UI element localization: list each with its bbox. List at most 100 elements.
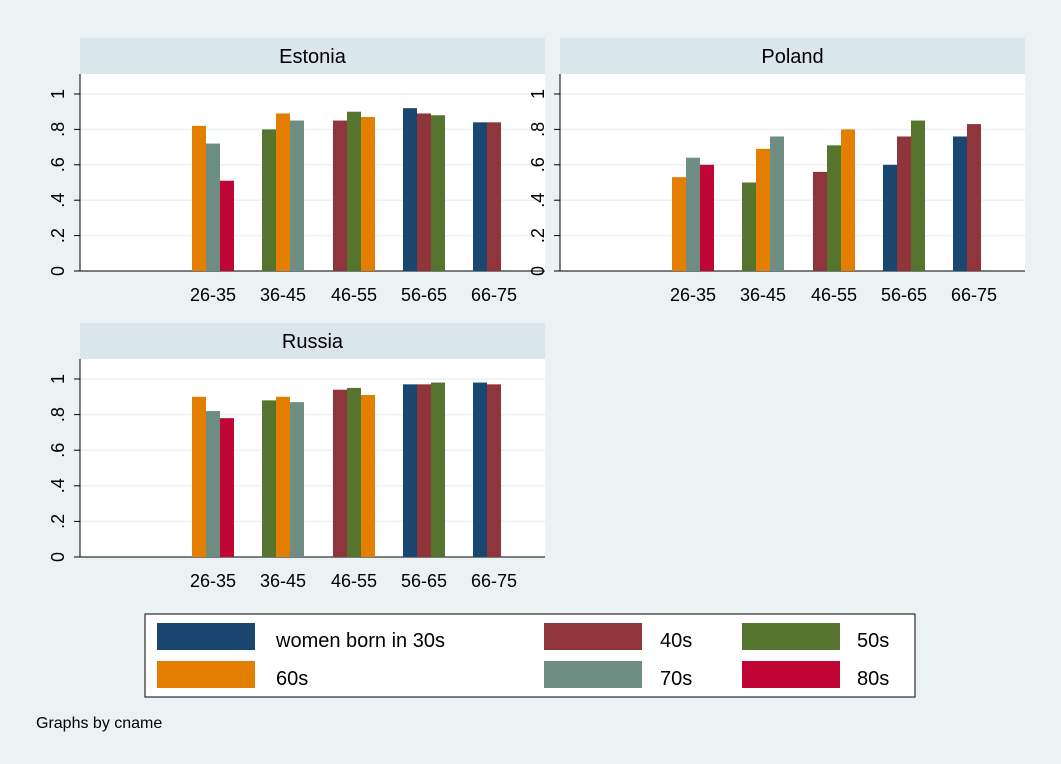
bar-40s-56-65 xyxy=(417,113,431,271)
panel-estonia: Estonia 0 .2 .4 .6 .8 1 26-35 36-45 46-55 56-65 66-… xyxy=(48,38,545,305)
y-tick-label: 1 xyxy=(48,89,68,99)
bar-60s-36-45 xyxy=(276,113,290,271)
bar-60s-36-45 xyxy=(276,396,290,557)
y-tick-label: .6 xyxy=(48,443,68,458)
y-tick-label: .4 xyxy=(48,193,68,208)
y-tick-label: .6 xyxy=(528,157,548,172)
y-tick-label: .8 xyxy=(48,407,68,422)
legend-label-30s: women born in 30s xyxy=(275,630,445,652)
x-tick-label: 66-75 xyxy=(471,571,517,591)
bar-50s-56-65 xyxy=(431,382,445,557)
x-tick-label: 46-55 xyxy=(331,571,377,591)
x-tick-label: 56-65 xyxy=(881,285,927,305)
bar-30s-66-75 xyxy=(953,136,967,271)
bar-70s-26-35 xyxy=(686,157,700,271)
bar-70s-26-35 xyxy=(206,143,220,271)
bar-60s-46-55 xyxy=(361,117,375,271)
bar-50s-36-45 xyxy=(262,129,276,271)
legend-swatch-70s xyxy=(544,661,642,688)
panel-title-strip xyxy=(80,323,545,359)
bar-30s-56-65 xyxy=(403,108,417,271)
bar-30s-56-65 xyxy=(883,164,897,271)
bar-50s-36-45 xyxy=(262,400,276,557)
bar-60s-46-55 xyxy=(361,395,375,557)
y-tick-label: 0 xyxy=(528,266,548,276)
legend-swatch-50s xyxy=(742,623,840,650)
plot-area xyxy=(560,74,1025,271)
bar-80s-26-35 xyxy=(220,418,234,557)
panel-title: Estonia xyxy=(279,46,347,68)
bar-50s-36-45 xyxy=(742,182,756,271)
bar-70s-26-35 xyxy=(206,411,220,557)
legend-swatch-30s xyxy=(157,623,255,650)
legend-label-80s: 80s xyxy=(857,668,889,690)
x-tick-label: 26-35 xyxy=(190,571,236,591)
bar-50s-56-65 xyxy=(431,115,445,272)
panel-poland: Poland 0 .2 .4 .6 .8 1 26-35 36-45 46-55 56-65 66-7… xyxy=(528,38,1025,305)
legend-label-50s: 50s xyxy=(857,630,889,652)
y-tick-label: .4 xyxy=(48,478,68,493)
panel-title-strip xyxy=(560,38,1025,74)
bar-80s-26-35 xyxy=(220,180,234,271)
x-tick-label: 36-45 xyxy=(260,571,306,591)
panel-title: Russia xyxy=(282,331,344,353)
bar-40s-66-75 xyxy=(967,124,981,271)
x-tick-label: 66-75 xyxy=(471,285,517,305)
y-tick-label: .2 xyxy=(48,228,68,243)
legend-label-40s: 40s xyxy=(660,630,692,652)
bar-30s-66-75 xyxy=(473,122,487,271)
y-tick-label: .6 xyxy=(48,157,68,172)
x-tick-label: 36-45 xyxy=(260,285,306,305)
y-tick-label: 1 xyxy=(528,89,548,99)
chart-note: Graphs by cname xyxy=(36,715,162,732)
x-tick-label: 46-55 xyxy=(331,285,377,305)
bar-40s-66-75 xyxy=(487,384,501,557)
x-tick-label: 26-35 xyxy=(670,285,716,305)
bar-60s-26-35 xyxy=(192,125,206,271)
x-tick-label: 56-65 xyxy=(401,285,447,305)
plot-area xyxy=(80,359,545,557)
y-tick-label: .8 xyxy=(48,122,68,137)
bar-40s-66-75 xyxy=(487,122,501,271)
bar-70s-36-45 xyxy=(290,120,304,271)
bar-60s-46-55 xyxy=(841,129,855,271)
legend: women born in 30s 40s 50s 60s 70s 80s xyxy=(144,613,916,698)
legend-label-60s: 60s xyxy=(276,668,308,690)
bar-50s-46-55 xyxy=(347,111,361,271)
y-tick-label: 0 xyxy=(48,266,68,276)
y-tick-label: .2 xyxy=(48,514,68,529)
panel-title-strip xyxy=(80,38,545,74)
bar-70s-36-45 xyxy=(770,136,784,271)
bar-50s-56-65 xyxy=(911,120,925,271)
x-tick-label: 36-45 xyxy=(740,285,786,305)
bar-50s-46-55 xyxy=(347,387,361,557)
panel-russia: Russia 0 .2 .4 .6 .8 1 26-35 36-45 46-55 56-65 66-7… xyxy=(48,323,545,591)
x-tick-label: 26-35 xyxy=(190,285,236,305)
legend-swatch-80s xyxy=(742,661,840,688)
plot-area xyxy=(80,74,545,271)
y-tick-label: 1 xyxy=(48,374,68,384)
bar-40s-56-65 xyxy=(897,136,911,271)
bar-50s-46-55 xyxy=(827,145,841,271)
panel-title: Poland xyxy=(761,46,823,68)
bar-60s-26-35 xyxy=(192,396,206,557)
x-tick-label: 46-55 xyxy=(811,285,857,305)
legend-swatch-60s xyxy=(157,661,255,688)
y-tick-label: .2 xyxy=(528,228,548,243)
legend-swatch-40s xyxy=(544,623,642,650)
y-tick-label: 0 xyxy=(48,552,68,562)
bar-70s-36-45 xyxy=(290,402,304,557)
bar-30s-56-65 xyxy=(403,384,417,557)
bar-30s-66-75 xyxy=(473,382,487,557)
y-tick-label: .8 xyxy=(528,122,548,137)
x-tick-label: 56-65 xyxy=(401,571,447,591)
y-tick-label: .4 xyxy=(528,193,548,208)
legend-label-70s: 70s xyxy=(660,668,692,690)
bar-40s-46-55 xyxy=(813,171,827,271)
bar-40s-56-65 xyxy=(417,384,431,557)
bar-60s-26-35 xyxy=(672,177,686,271)
bar-60s-36-45 xyxy=(756,148,770,271)
bar-80s-26-35 xyxy=(700,164,714,271)
x-tick-label: 66-75 xyxy=(951,285,997,305)
